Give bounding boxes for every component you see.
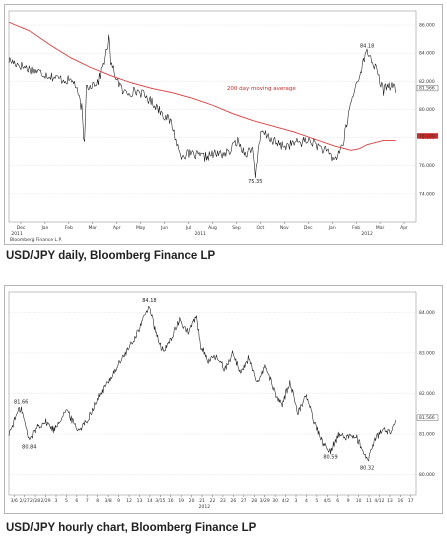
- last-price-tag: [416, 414, 439, 421]
- x-tick-label: Jan: [328, 225, 336, 231]
- last-price-label: 81.566: [419, 86, 435, 92]
- x-tick-label: Sep: [232, 225, 241, 231]
- x-tick-label: 3: [55, 498, 58, 504]
- hourly-chart-caption: USD/JPY hourly chart, Bloomberg Finance …: [6, 522, 257, 534]
- plot-area: [8, 10, 417, 223]
- x-tick-label: 26: [231, 498, 237, 504]
- source-note: Bloomberg Finance L.P.: [10, 237, 62, 243]
- x-tick-label: Feb: [65, 225, 73, 231]
- x-year-label: 2011: [11, 231, 23, 237]
- y-tick-label: 86.000: [419, 23, 435, 29]
- x-tick-label: Oct: [256, 225, 264, 231]
- x-tick-label: Nov: [280, 225, 289, 231]
- ma-value-tag: [417, 133, 438, 139]
- x-tick-label: 20: [189, 498, 195, 504]
- last-price-label: 81.566: [419, 415, 435, 421]
- x-tick-label: 2/28: [30, 498, 40, 504]
- x-tick-label: Dec: [17, 225, 26, 231]
- x-tick-label: 4: [305, 498, 308, 504]
- y-tick-label: 80.000: [419, 107, 435, 113]
- x-tick-label: 21: [199, 498, 205, 504]
- x-tick-label: 17: [408, 498, 414, 504]
- x-tick-label: 3: [295, 498, 298, 504]
- x-tick-label: 4/2: [282, 498, 289, 504]
- x-tick-label: 23: [220, 498, 226, 504]
- x-tick-label: 9: [347, 498, 350, 504]
- price-series-line: [8, 305, 396, 462]
- x-tick-label: 3/29: [260, 498, 270, 504]
- x-tick-label: 12: [126, 498, 132, 504]
- y-tick-label: 83.000: [419, 350, 435, 356]
- y-tick-label: 84.000: [419, 51, 435, 57]
- x-tick-label: 30: [272, 498, 278, 504]
- moving-average-line: [8, 21, 396, 151]
- y-tick-label: 80.000: [419, 472, 435, 478]
- x-year-label: 2012: [199, 504, 211, 510]
- x-tick-label: 22: [210, 498, 216, 504]
- x-tick-label: 2/27: [20, 498, 30, 504]
- x-tick-label: 6: [336, 498, 339, 504]
- x-tick-label: 5: [65, 498, 68, 504]
- price-annotation: 80.84: [22, 445, 36, 451]
- x-tick-label: 16: [397, 498, 403, 504]
- x-year-label: 2012: [361, 231, 373, 237]
- x-tick-label: 5: [315, 498, 318, 504]
- x-tick-label: Feb: [352, 225, 360, 231]
- price-annotation: 80.59: [323, 455, 337, 461]
- y-tick-label: 82.000: [419, 79, 435, 85]
- x-tick-label: May: [136, 225, 146, 231]
- daily-chart-caption: USD/JPY daily, Bloomberg Finance LP: [6, 250, 216, 262]
- daily-chart: 86.00084.00082.00080.00078.00076.00074.0…: [8, 10, 439, 243]
- x-tick-label: 28: [251, 498, 257, 504]
- y-tick-label: 76.000: [419, 163, 435, 169]
- x-tick-label: 6: [75, 498, 78, 504]
- price-annotation: 84.18: [142, 298, 156, 304]
- x-tick-label: Jul: [185, 225, 191, 231]
- price-annotation: 75.35: [248, 179, 262, 185]
- x-tick-label: 3/8: [105, 498, 112, 504]
- x-tick-label: 10: [356, 498, 362, 504]
- x-tick-label: Dec: [304, 225, 313, 231]
- x-tick-label: 19: [178, 498, 184, 504]
- x-tick-label: Mar: [376, 225, 385, 231]
- y-tick-label: 82.000: [419, 391, 435, 397]
- x-tick-label: 3/6: [11, 498, 18, 504]
- price-annotation: 84.18: [360, 44, 374, 50]
- x-tick-label: Aug: [208, 225, 217, 231]
- x-tick-label: 13: [387, 498, 393, 504]
- y-tick-label: 74.000: [419, 191, 435, 197]
- x-year-label: 2011: [195, 231, 207, 237]
- x-tick-label: 7: [86, 498, 89, 504]
- x-tick-label: 13: [137, 498, 143, 504]
- x-tick-label: Jun: [160, 225, 168, 231]
- x-tick-label: 9: [117, 498, 120, 504]
- last-price-tag: [416, 85, 439, 92]
- x-tick-label: Apr: [400, 225, 408, 231]
- x-tick-label: 2/29: [40, 498, 50, 504]
- x-tick-label: Apr: [113, 225, 121, 231]
- daily-chart-panel: 86.00084.00082.00080.00078.00076.00074.0…: [4, 4, 443, 245]
- x-tick-label: 4/5: [324, 498, 331, 504]
- x-tick-label: Mar: [89, 225, 98, 231]
- hourly-chart-panel: 84.000 83.000 82.000 81.000 80.000 3/6 2/27 2/2…: [4, 285, 443, 514]
- x-tick-label: 3/15: [155, 498, 165, 504]
- x-tick-label: 14: [147, 498, 153, 504]
- x-tick-label: 11: [366, 498, 372, 504]
- price-annotation: 81.66: [14, 399, 28, 405]
- moving-average-label: 200 day moving average: [227, 86, 296, 92]
- x-tick-label: 16: [168, 498, 174, 504]
- ma-value-label: 78.100: [419, 133, 435, 139]
- price-series-line: [8, 34, 396, 179]
- y-tick-label: 84.000: [419, 310, 435, 316]
- y-tick-label: 81.000: [419, 432, 435, 438]
- price-annotation: 80.32: [360, 466, 374, 472]
- x-tick-label: 8: [96, 498, 99, 504]
- x-tick-label: Jan: [40, 225, 48, 231]
- x-tick-label: 4/12: [374, 498, 384, 504]
- x-tick-label: 27: [241, 498, 247, 504]
